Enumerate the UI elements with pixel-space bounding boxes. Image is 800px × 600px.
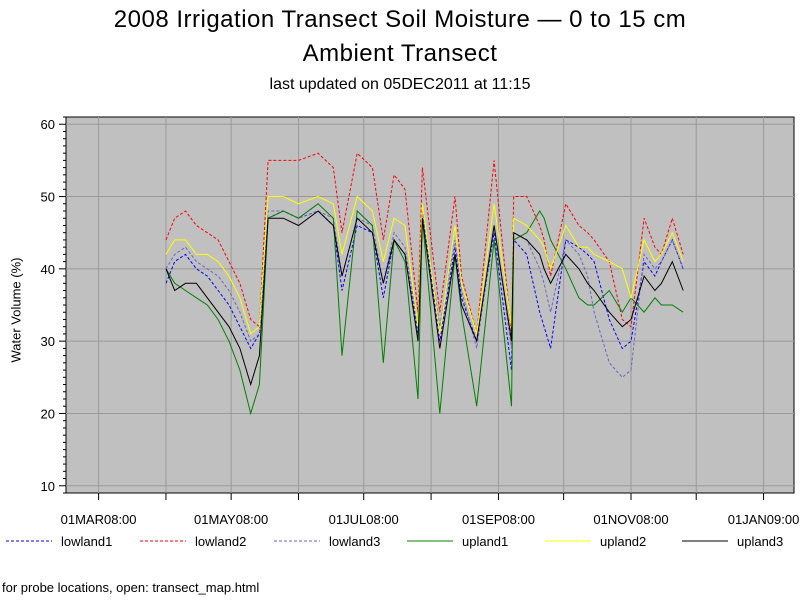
legend-label: upland3 bbox=[737, 534, 784, 549]
x-tick-label: 01SEP08:00 bbox=[462, 512, 535, 527]
legend-swatch bbox=[545, 540, 591, 542]
y-axis-label: Water Volume (%) bbox=[8, 257, 24, 363]
series-line-lowland2 bbox=[165, 152, 684, 335]
legend-swatch bbox=[274, 540, 320, 542]
y-tick-label: 20 bbox=[41, 406, 55, 421]
x-tick-label: 01MAY08:00 bbox=[194, 512, 268, 527]
chart-subtitle: Ambient Transect bbox=[302, 40, 498, 67]
x-tick-label: 01JAN09:00 bbox=[728, 512, 800, 527]
series-line-upland3 bbox=[165, 210, 684, 387]
series-line-lowland1 bbox=[165, 210, 684, 371]
legend-swatch bbox=[6, 540, 52, 542]
legend-label: lowland1 bbox=[61, 534, 113, 549]
y-tick-label: 40 bbox=[41, 262, 55, 277]
y-tick-label: 30 bbox=[41, 334, 55, 349]
legend-label: upland2 bbox=[600, 534, 647, 549]
x-tick-label: 01MAR08:00 bbox=[61, 512, 137, 527]
legend-swatch bbox=[407, 540, 453, 542]
x-tick-label: 01JUL08:00 bbox=[329, 512, 399, 527]
legend-swatch bbox=[682, 540, 728, 542]
series-line-upland2 bbox=[165, 195, 684, 335]
series-line-upland1 bbox=[165, 203, 684, 416]
legend-swatch bbox=[140, 540, 186, 542]
last-updated-text: last updated on 05DEC2011 at 11:15 bbox=[269, 76, 531, 93]
legend-label: lowland2 bbox=[195, 534, 247, 549]
chart-title: 2008 Irrigation Transect Soil Moisture —… bbox=[113, 6, 687, 33]
y-tick-label: 60 bbox=[41, 117, 55, 132]
legend-label: lowland3 bbox=[329, 534, 381, 549]
y-tick-label: 50 bbox=[41, 190, 55, 205]
footer-note: for probe locations, open: transect_map.… bbox=[2, 580, 260, 595]
legend: lowland1 lowland2 lowland3 upland1 upland2 up… bbox=[0, 532, 800, 552]
legend-label: upland1 bbox=[462, 534, 509, 549]
chart-svg: 01MAR08:00 01MAY08:00 01JUL08:00 01SEP08:00… bbox=[41, 116, 800, 527]
x-tick-label: 01NOV08:00 bbox=[593, 512, 668, 527]
y-tick-label: 10 bbox=[41, 479, 55, 494]
